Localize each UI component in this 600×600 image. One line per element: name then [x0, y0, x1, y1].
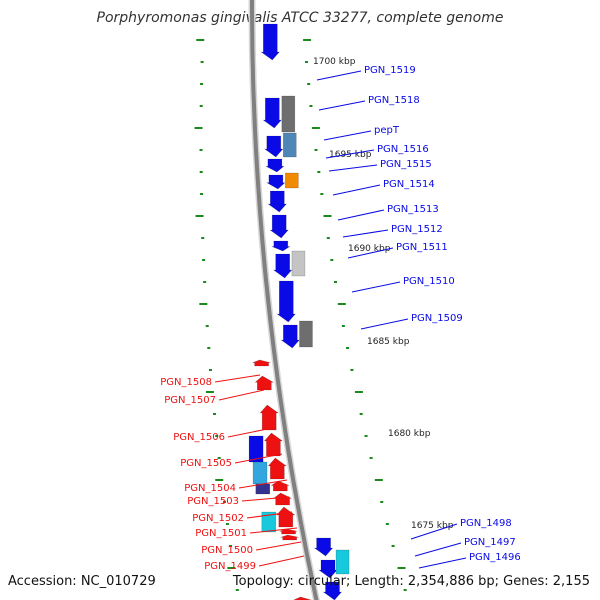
forward-gene-label[interactable]: PGN_1514: [383, 179, 435, 190]
scale-label: 1700 kbp: [313, 57, 356, 67]
reverse-gene-label[interactable]: PGN_1503: [187, 496, 239, 507]
label-leader-line: [337, 209, 385, 221]
label-leader-line: [318, 100, 366, 111]
forward-gene-arrow: [269, 214, 289, 239]
feature-box: [299, 320, 313, 348]
reverse-gene-label[interactable]: PGN_1501: [195, 528, 247, 539]
forward-gene-arrow: [276, 280, 296, 323]
backbone-line: [250, 0, 319, 600]
reverse-gene-arrow: [267, 457, 288, 480]
forward-gene-arrow: [265, 174, 286, 190]
forward-gene-label[interactable]: PGN_1496: [469, 552, 521, 563]
forward-gene-arrow: [313, 537, 334, 557]
label-leader-line: [414, 542, 462, 557]
scale-label: 1680 kbp: [388, 429, 431, 439]
reverse-gene-label[interactable]: PGN_1499: [204, 561, 256, 572]
forward-gene-arrow: [272, 253, 293, 279]
forward-gene-arrow: [318, 559, 338, 579]
reverse-gene-arrow: [279, 528, 298, 535]
label-leader-line: [238, 479, 288, 489]
forward-gene-label[interactable]: PGN_1518: [368, 95, 420, 106]
forward-gene-label[interactable]: pepT: [374, 125, 400, 136]
map-title: Porphyromonas gingivalis ATCC 33277, com…: [96, 10, 504, 26]
label-leader-line: [360, 318, 409, 330]
feature-box: [261, 511, 277, 533]
reverse-gene-arrow: [252, 359, 271, 367]
feature-box: [255, 483, 271, 495]
label-leader-line: [214, 374, 261, 383]
reverse-gene-arrow: [270, 480, 290, 492]
gene-labels: PGN_1519 PGN_1518 pepT PGN_1516 PGN_1515 PGN_…: [160, 65, 520, 572]
label-leader-line: [347, 247, 394, 259]
forward-gene-arrow: [263, 135, 284, 158]
feature-box: [285, 172, 299, 189]
reverse-gene-arrow: [280, 534, 299, 541]
scale-ticks: 1700 kbp 1695 kbp 1690 kbp 1685 kbp 1680 kbp…: [194, 39, 454, 591]
forward-gene-label[interactable]: PGN_1497: [464, 537, 516, 548]
scale-label: 1675 kbp: [411, 521, 454, 531]
reverse-gene-arrow: [293, 596, 312, 600]
feature-box: [282, 132, 297, 158]
label-leader-line: [418, 557, 467, 569]
feature-box: [252, 461, 268, 485]
forward-gene-label[interactable]: PGN_1513: [387, 204, 439, 215]
forward-gene-arrow: [322, 581, 343, 600]
forward-gene-arrow: [265, 158, 285, 173]
reverse-gene-label[interactable]: PGN_1504: [184, 483, 236, 494]
label-leader-line: [316, 70, 362, 81]
genome-summary-text: Topology: circular; Length: 2,354,886 bp…: [232, 574, 590, 589]
reverse-gene-label[interactable]: PGN_1502: [192, 513, 244, 524]
forward-gene-label[interactable]: PGN_1510: [403, 276, 455, 287]
forward-gene-arrow: [271, 240, 291, 252]
label-leader-line: [328, 164, 378, 172]
label-leader-line: [249, 527, 298, 534]
scale-label: 1685 kbp: [367, 337, 410, 347]
forward-gene-label[interactable]: PGN_1511: [396, 242, 448, 253]
reverse-gene-arrow: [272, 492, 292, 506]
forward-gene-label[interactable]: PGN_1519: [364, 65, 416, 76]
reverse-gene-label[interactable]: PGN_1505: [180, 458, 232, 469]
forward-gene-label[interactable]: PGN_1498: [460, 518, 512, 529]
reverse-gene-label[interactable]: PGN_1506: [173, 432, 225, 443]
forward-gene-arrow: [280, 324, 300, 349]
label-leader-line: [332, 184, 381, 196]
forward-gene-label[interactable]: PGN_1512: [391, 224, 443, 235]
label-leader-line: [342, 229, 389, 238]
scale-label: 1690 kbp: [348, 244, 391, 254]
gene-features: [248, 23, 350, 600]
forward-gene-arrow: [267, 190, 287, 213]
feature-box: [281, 95, 296, 133]
label-leader-line: [410, 523, 458, 540]
label-leader-line: [218, 389, 265, 401]
forward-gene-arrow: [262, 97, 282, 129]
reverse-gene-label[interactable]: PGN_1507: [164, 395, 216, 406]
accession-text: Accession: NC_010729: [8, 574, 156, 589]
reverse-gene-arrow: [263, 432, 284, 457]
forward-gene-arrow: [260, 23, 280, 61]
label-leader-line: [246, 511, 293, 519]
reverse-gene-arrow: [276, 506, 296, 528]
label-leader-line: [241, 496, 290, 502]
reverse-gene-arrow: [259, 404, 280, 431]
scale-label: 1695 kbp: [329, 150, 372, 160]
reverse-gene-arrow: [254, 375, 275, 391]
feature-box: [335, 549, 350, 575]
label-leader-line: [255, 541, 302, 551]
forward-gene-label[interactable]: PGN_1515: [380, 159, 432, 170]
label-leader-line: [325, 149, 375, 159]
reverse-gene-label[interactable]: PGN_1508: [160, 377, 212, 388]
backbone: [248, 0, 320, 600]
feature-box: [291, 250, 306, 277]
label-leader-line: [323, 130, 372, 141]
forward-gene-label[interactable]: PGN_1509: [411, 313, 463, 324]
label-leader-line: [234, 453, 283, 464]
label-leader-line: [227, 427, 273, 438]
label-leader-line: [258, 555, 305, 567]
reverse-gene-label[interactable]: PGN_1500: [201, 545, 253, 556]
forward-gene-label[interactable]: PGN_1516: [377, 144, 429, 155]
label-leader-line: [351, 281, 401, 293]
